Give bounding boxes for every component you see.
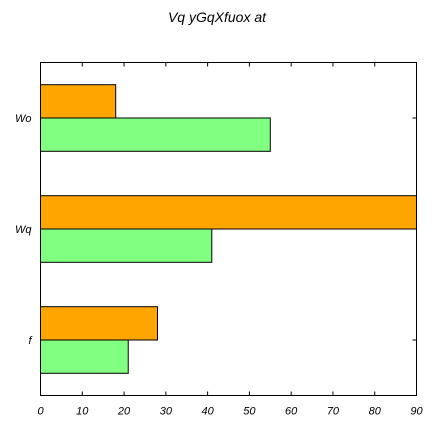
bar-wq-series-2 xyxy=(40,228,213,263)
bar-f-series-1 xyxy=(40,306,158,341)
bar-wo-series-2 xyxy=(40,117,271,152)
x-tick-label-70: 70 xyxy=(327,406,340,418)
bars-layer xyxy=(40,84,417,374)
x-tick-label-30: 30 xyxy=(160,406,173,418)
x-tick-label-50: 50 xyxy=(243,406,256,418)
x-tick-label-10: 10 xyxy=(76,406,89,418)
x-tick-label-0: 0 xyxy=(37,406,44,418)
x-tick-label-40: 40 xyxy=(201,406,214,418)
x-tick-label-80: 80 xyxy=(369,406,382,418)
x-tick-label-20: 20 xyxy=(117,406,131,418)
y-tick-label-wo: Wo xyxy=(15,113,32,125)
chart-title: Vq yGqXfuox at xyxy=(167,9,267,25)
x-tick-label-90: 90 xyxy=(410,406,423,418)
axis-layer: Wo Wq f 0 10 20 30 40 50 60 70 80 90 xyxy=(15,62,423,418)
bar-wq-series-1 xyxy=(40,195,417,230)
y-tick-label-wq: Wq xyxy=(15,224,32,236)
x-tick-label-60: 60 xyxy=(285,406,298,418)
bar-f-series-2 xyxy=(40,339,129,374)
bar-wo-series-1 xyxy=(40,84,117,119)
y-tick-label-f: f xyxy=(28,335,32,347)
